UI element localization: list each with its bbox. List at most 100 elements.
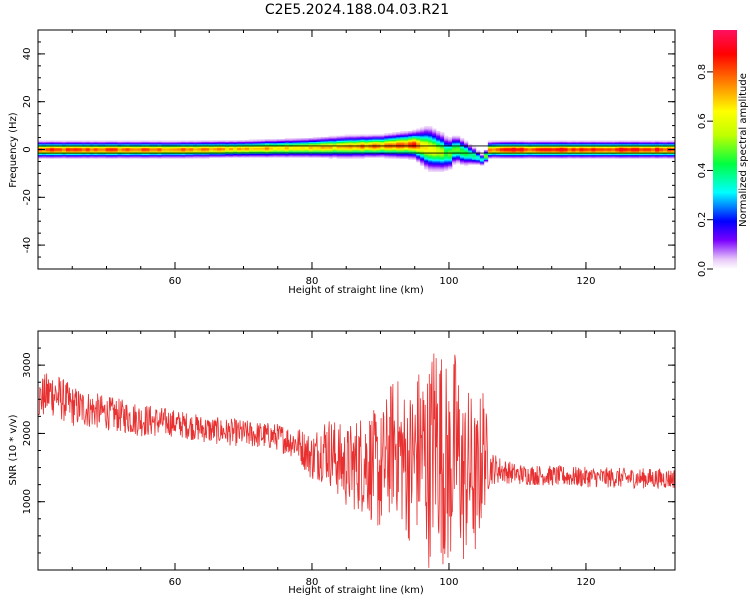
spectrogram-cell [340,138,345,140]
spectrogram-cell [655,141,660,144]
colorbar-label: Normalized spectral amplitude [738,73,749,227]
spectrogram-cell [73,156,79,158]
spectrogram-cell [81,148,87,151]
spectrogram-cell [245,153,250,156]
spectrogram-cell [436,133,441,135]
spectrogram-cell [380,141,385,144]
spectrogram-cell [360,136,365,139]
spectrogram-cell [471,151,477,153]
spectrogram-cell [384,134,389,137]
spectrogram-cell [559,151,564,153]
spectrogram-cell [535,154,540,157]
spectrogram-cell [424,154,429,157]
spectrogram-cell [599,140,604,143]
spectrogram-cell [229,148,234,151]
spectrogram-cell [639,156,644,158]
spectrogram-cell [360,139,365,141]
spectrogram-cell [543,153,548,156]
spectrogram-cell [229,140,234,143]
spectrogram-cell [424,130,429,133]
spectrogram-cell [380,140,385,143]
spectrogram-cell [535,144,540,146]
spectrogram-cell [432,129,437,132]
spectrogram-cell [205,151,210,153]
spectrogram-cell [85,142,91,145]
spectrogram-cell [519,153,525,156]
spectrogram-cell [623,141,628,144]
spectrogram-cell [165,150,170,152]
spectrogram-cell [328,136,333,139]
spectrogram-cell [113,157,118,159]
spectrogram-cell [241,154,246,157]
spectrogram-cell [145,148,150,151]
spectrogram-cell [440,148,445,151]
spectrogram-cell [467,148,473,151]
spectrogram-cell [412,134,417,137]
spectrogram-cell [169,147,174,150]
spectrogram-cell [531,146,536,148]
spectrogram-cell [97,146,102,148]
spectrogram-cell [579,144,584,146]
spectrogram-cell [655,150,660,152]
spectrogram-cell [404,148,409,151]
spectrogram-cell [428,151,433,153]
spectrogram-cell [81,150,87,152]
spectrogram-cell [440,162,445,164]
spectrogram-cell [420,134,425,137]
spectrogram-cell [471,148,477,151]
spectrogram-cell [149,157,154,159]
spectrogram-cell [595,144,600,146]
spectrogram-cell [81,141,87,144]
spectrogram-cell [448,157,453,159]
spectrogram-cell [328,157,333,159]
spectrogram-cell [400,154,405,157]
spectrogram-cell [444,166,449,169]
spectrogram-cell [631,147,636,150]
spectrogram-cell [217,154,222,157]
spectrogram-cell [356,147,361,150]
spectrogram-cell [165,157,170,159]
spectrogram-cell [352,148,357,151]
spectrogram-cell [591,153,596,156]
spectrogram-cell [555,146,560,148]
spectrogram-cell [145,153,150,156]
spectrogram-cell [559,142,564,145]
spectrogram-cell [571,148,576,151]
spectrogram-cell [312,147,317,150]
spectrogram-cell [412,133,417,135]
spectrogram-cell [535,150,540,152]
spectrogram-cell [185,140,190,143]
spectrogram-cell [531,151,536,153]
spectrogram-cell [659,146,664,148]
spectrogram-cell [320,156,325,158]
spectrogram-cell [245,147,250,150]
spectrogram-cell [487,150,493,152]
spectrogram-cell [611,148,616,151]
spectrogram-cell [316,141,321,144]
spectrogram-cell [471,157,477,159]
spectrogram-cell [551,147,556,150]
spectrogram-cell [619,151,624,153]
spectrogram-cell [189,150,194,152]
spectrogram-cell [543,147,548,150]
spectrogram-cell [420,135,425,138]
spectrogram-cell [567,148,572,151]
spectrogram-cell [125,142,130,145]
spectrogram-cell [619,148,624,151]
spectrogram-cell [336,135,341,138]
spectrogram-cell [428,150,433,152]
spectrogram-cell [364,136,369,139]
spectrogram-cell [416,156,421,158]
spectrogram-cell [221,142,226,145]
spectrogram-cell [93,146,99,148]
spectrogram-cell [41,153,47,156]
spectrogram-cell [249,139,254,141]
spectrogram-cell [483,157,489,159]
spectrogram-cell [49,157,55,159]
spectrogram-cell [523,144,528,146]
spectrogram-cell [97,147,102,150]
spectrogram-cell [448,139,453,141]
spectrogram-cell [181,142,186,145]
spectrogram-cell [328,148,333,151]
spectrogram-cell [364,146,369,148]
